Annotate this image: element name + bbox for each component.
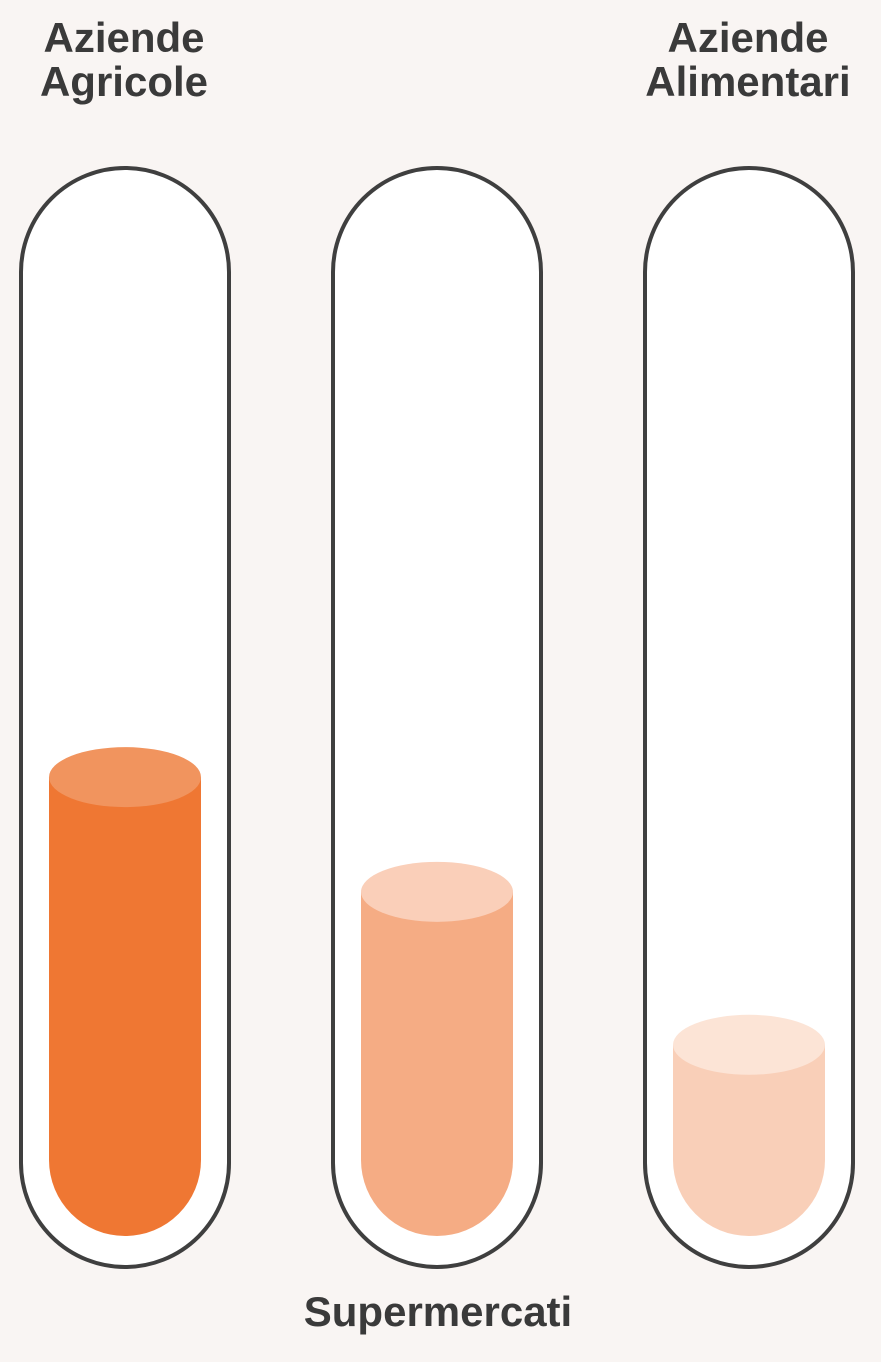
liquid-top-3 <box>673 1014 825 1075</box>
liquid-bar-3 <box>673 1044 825 1236</box>
label-supermercati: Supermercati <box>238 1290 638 1334</box>
label-line: Aziende <box>667 14 829 61</box>
liquid-top-2 <box>361 861 513 922</box>
label-line: Alimentari <box>645 58 851 105</box>
liquid-top-1 <box>49 747 201 808</box>
liquid-bar-1 <box>49 777 201 1236</box>
label-line: Supermercati <box>303 1288 573 1335</box>
liquid-bar-2 <box>361 891 513 1236</box>
label-aziende-agricole: Aziende Agricole <box>24 16 224 104</box>
label-line: Agricole <box>39 58 209 105</box>
test-tube-3 <box>643 166 855 1269</box>
label-line: Aziende <box>43 14 205 61</box>
label-aziende-alimentari: Aziende Alimentari <box>626 16 870 104</box>
